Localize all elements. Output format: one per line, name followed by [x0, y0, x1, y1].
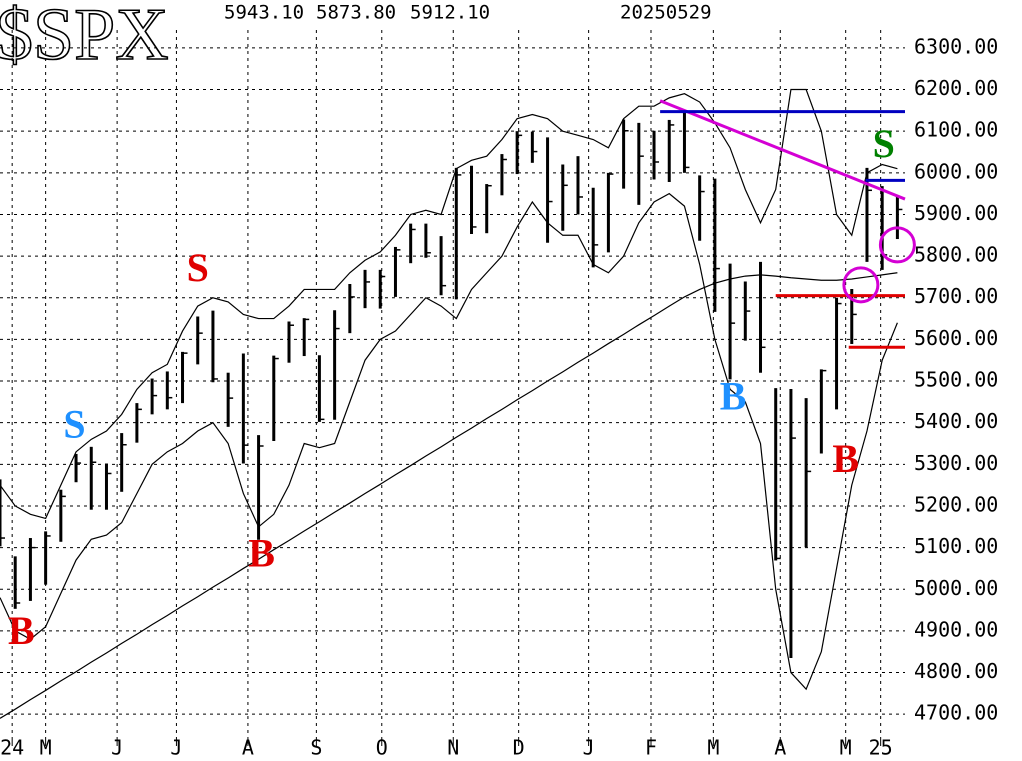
header-date: 20250529: [620, 2, 712, 24]
annotation-circle: [878, 226, 916, 264]
signal-label: S: [63, 401, 85, 446]
x-tick-label: 24: [0, 736, 24, 760]
moving-average: [0, 272, 898, 719]
x-tick-label: M: [840, 736, 852, 760]
y-tick-label: 5600.00: [914, 326, 998, 350]
x-tick-label: A: [242, 736, 254, 760]
y-tick-label: 5300.00: [914, 451, 998, 475]
y-tick-label: 5200.00: [914, 492, 998, 516]
x-tick-label: D: [513, 736, 525, 760]
y-tick-label: 6200.00: [914, 76, 998, 100]
y-tick-label: 5000.00: [914, 576, 998, 600]
header-value: 5943.10: [224, 2, 304, 24]
x-tick-label: A: [774, 736, 786, 760]
y-tick-label: 6100.00: [914, 118, 998, 142]
x-tick-label: N: [447, 736, 459, 760]
upper-band: [0, 88, 898, 520]
y-tick-label: 6000.00: [914, 159, 998, 183]
y-tick-label: 5500.00: [914, 368, 998, 392]
x-tick-label: J: [111, 736, 123, 760]
y-tick-label: 5700.00: [914, 284, 998, 308]
y-tick-label: 4800.00: [914, 659, 998, 683]
y-tick-label: 4900.00: [914, 617, 998, 641]
x-tick-label: 25: [869, 736, 893, 760]
signal-label: B: [832, 436, 859, 481]
x-tick-label: J: [170, 736, 182, 760]
chart-title: $SPX: [0, 0, 169, 76]
lower-band: [0, 192, 898, 691]
annotation-line: [659, 99, 906, 201]
y-tick-label: 6300.00: [914, 34, 998, 58]
x-tick-label: F: [645, 736, 657, 760]
x-tick-label: S: [310, 736, 322, 760]
signal-label: S: [873, 121, 895, 166]
signal-label: B: [248, 530, 275, 575]
y-tick-label: 4700.00: [914, 701, 998, 725]
header-value: 5912.10: [410, 2, 490, 24]
x-tick-label: J: [583, 736, 595, 760]
x-tick-label: M: [40, 736, 52, 760]
header-value: 5873.80: [316, 2, 396, 24]
annotation-circle: [842, 266, 880, 304]
x-tick-label: M: [707, 736, 719, 760]
signal-label: B: [8, 608, 35, 653]
signal-label: B: [720, 373, 747, 418]
y-tick-label: 5400.00: [914, 409, 998, 433]
y-tick-label: 5900.00: [914, 201, 998, 225]
y-tick-label: 5100.00: [914, 534, 998, 558]
x-tick-label: O: [376, 736, 388, 760]
signal-label: S: [187, 245, 209, 290]
y-tick-label: 5800.00: [914, 243, 998, 267]
